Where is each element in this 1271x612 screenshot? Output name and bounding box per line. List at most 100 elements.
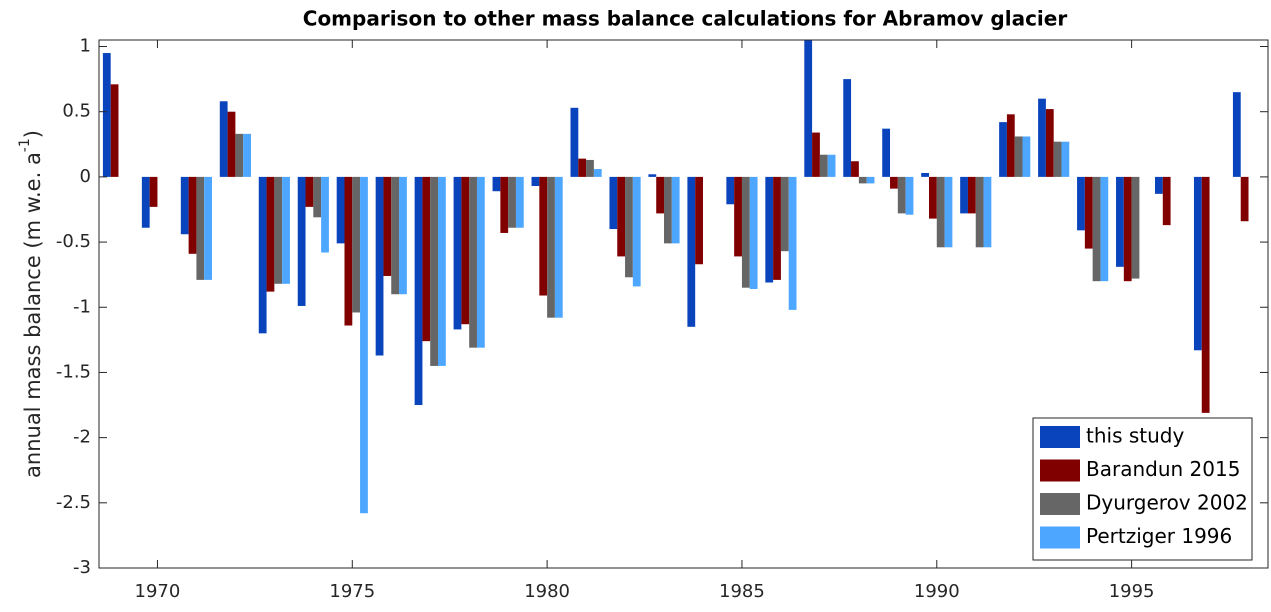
bar <box>102 53 111 177</box>
bar <box>1162 176 1171 226</box>
bar <box>749 176 758 290</box>
bar <box>422 176 431 342</box>
bar <box>726 176 735 205</box>
bar <box>1116 176 1124 267</box>
bar <box>204 176 213 280</box>
bar <box>196 176 205 280</box>
bar <box>687 176 696 327</box>
bar <box>461 176 470 325</box>
bar <box>313 176 322 218</box>
bar <box>180 176 189 235</box>
bar <box>609 176 618 230</box>
bar <box>500 176 509 233</box>
bar <box>258 176 267 334</box>
bar <box>741 176 750 288</box>
bar <box>336 176 345 244</box>
bar <box>438 176 446 366</box>
bar <box>1061 141 1070 177</box>
bar <box>305 176 314 207</box>
bar <box>1077 176 1085 231</box>
bar <box>219 101 228 177</box>
bar <box>235 133 244 177</box>
bar <box>1053 141 1062 177</box>
y-axis-label: annual mass balance (m w.e. a-1) <box>17 130 45 478</box>
bar <box>812 132 820 177</box>
bar <box>858 176 867 184</box>
bar <box>866 176 875 184</box>
bar <box>1092 176 1101 282</box>
bar <box>851 161 859 177</box>
y-tick-label: 1 <box>80 36 91 57</box>
bar <box>383 176 392 276</box>
bar <box>149 176 158 207</box>
plot-frame <box>98 39 1269 569</box>
bar <box>282 176 290 284</box>
legend-swatch <box>1040 426 1080 448</box>
bar <box>671 176 680 244</box>
bar <box>1014 136 1023 177</box>
bar <box>765 176 774 283</box>
bar <box>508 176 516 228</box>
bar <box>297 176 306 306</box>
bar <box>882 128 891 177</box>
bar <box>344 176 353 326</box>
y-label-end: ) <box>21 130 45 138</box>
bar <box>375 176 384 356</box>
bar <box>843 79 852 177</box>
bar <box>266 176 275 292</box>
y-label-main: annual mass balance (m w.e. a <box>21 152 45 478</box>
bar <box>492 176 501 192</box>
bar <box>983 176 992 248</box>
x-tick-label: 1990 <box>914 581 960 602</box>
bar <box>1100 176 1109 282</box>
bar <box>570 107 579 177</box>
bar <box>414 176 423 406</box>
bar <box>1022 136 1031 177</box>
x-tick-label: 1980 <box>524 581 570 602</box>
bar <box>578 158 587 177</box>
bar <box>960 176 968 214</box>
bar <box>593 169 602 177</box>
bar <box>110 84 119 177</box>
y-tick-label: -1.5 <box>56 361 91 382</box>
y-tick-label: -1 <box>73 296 91 317</box>
y-tick-label: -0.5 <box>56 231 91 252</box>
bar <box>944 176 953 248</box>
bar <box>1240 176 1249 222</box>
legend-label: this study <box>1086 424 1184 448</box>
bar <box>586 159 594 177</box>
bar <box>515 176 524 228</box>
bar <box>430 176 439 366</box>
bar <box>975 176 984 248</box>
x-tick-label: 1970 <box>135 581 181 602</box>
bar <box>695 176 703 265</box>
bar <box>360 176 368 514</box>
bar <box>1123 176 1132 282</box>
bar <box>967 176 976 214</box>
bar <box>936 176 945 248</box>
bar <box>664 176 672 244</box>
bar <box>1193 176 1202 351</box>
bar <box>656 176 665 214</box>
x-tick-label: 1975 <box>329 581 375 602</box>
bar <box>1084 176 1093 249</box>
bar <box>453 176 462 330</box>
chart-title: Comparison to other mass balance calcula… <box>303 7 1068 31</box>
bar <box>321 176 329 253</box>
bar <box>243 133 251 177</box>
bar <box>890 176 898 189</box>
bar <box>773 176 781 280</box>
bar <box>625 176 633 278</box>
bar <box>648 174 657 177</box>
bar <box>819 154 828 177</box>
bar <box>617 176 626 257</box>
bar <box>999 122 1007 177</box>
bar <box>1006 114 1015 177</box>
bar <box>274 176 283 284</box>
bar <box>469 176 477 348</box>
bar <box>554 176 563 318</box>
y-tick-label: -3 <box>73 557 91 578</box>
bar <box>921 172 929 177</box>
legend-label: Barandun 2015 <box>1086 457 1240 481</box>
bar <box>632 176 641 287</box>
